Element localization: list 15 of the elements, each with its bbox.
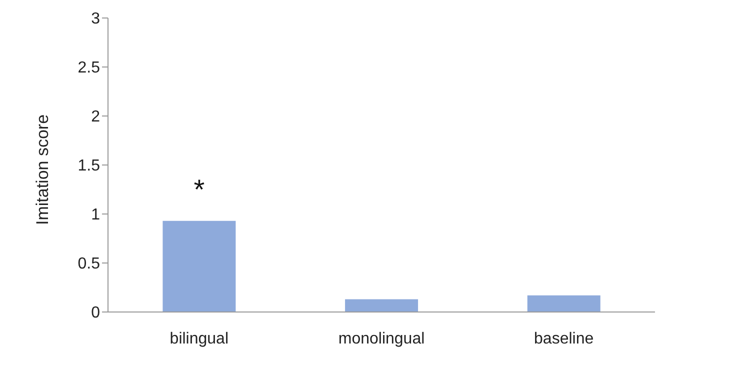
y-tick-label: 0.5 xyxy=(78,256,100,273)
y-axis-title: Imitation score xyxy=(33,114,52,225)
x-tick-label: monolingual xyxy=(338,330,425,348)
y-tick-label: 0 xyxy=(91,304,100,322)
annotation: * xyxy=(194,174,205,205)
y-tick-label: 1 xyxy=(91,206,100,224)
x-tick-label: bilingual xyxy=(170,330,229,348)
bar xyxy=(345,299,418,312)
bar xyxy=(162,220,236,312)
y-tick-label: 1.5 xyxy=(78,158,100,175)
bar xyxy=(527,295,600,312)
y-tick-label: 2 xyxy=(91,108,100,126)
x-tick-label: baseline xyxy=(534,330,594,348)
y-tick-label: 2.5 xyxy=(78,60,100,77)
y-tick-label: 3 xyxy=(91,10,100,28)
